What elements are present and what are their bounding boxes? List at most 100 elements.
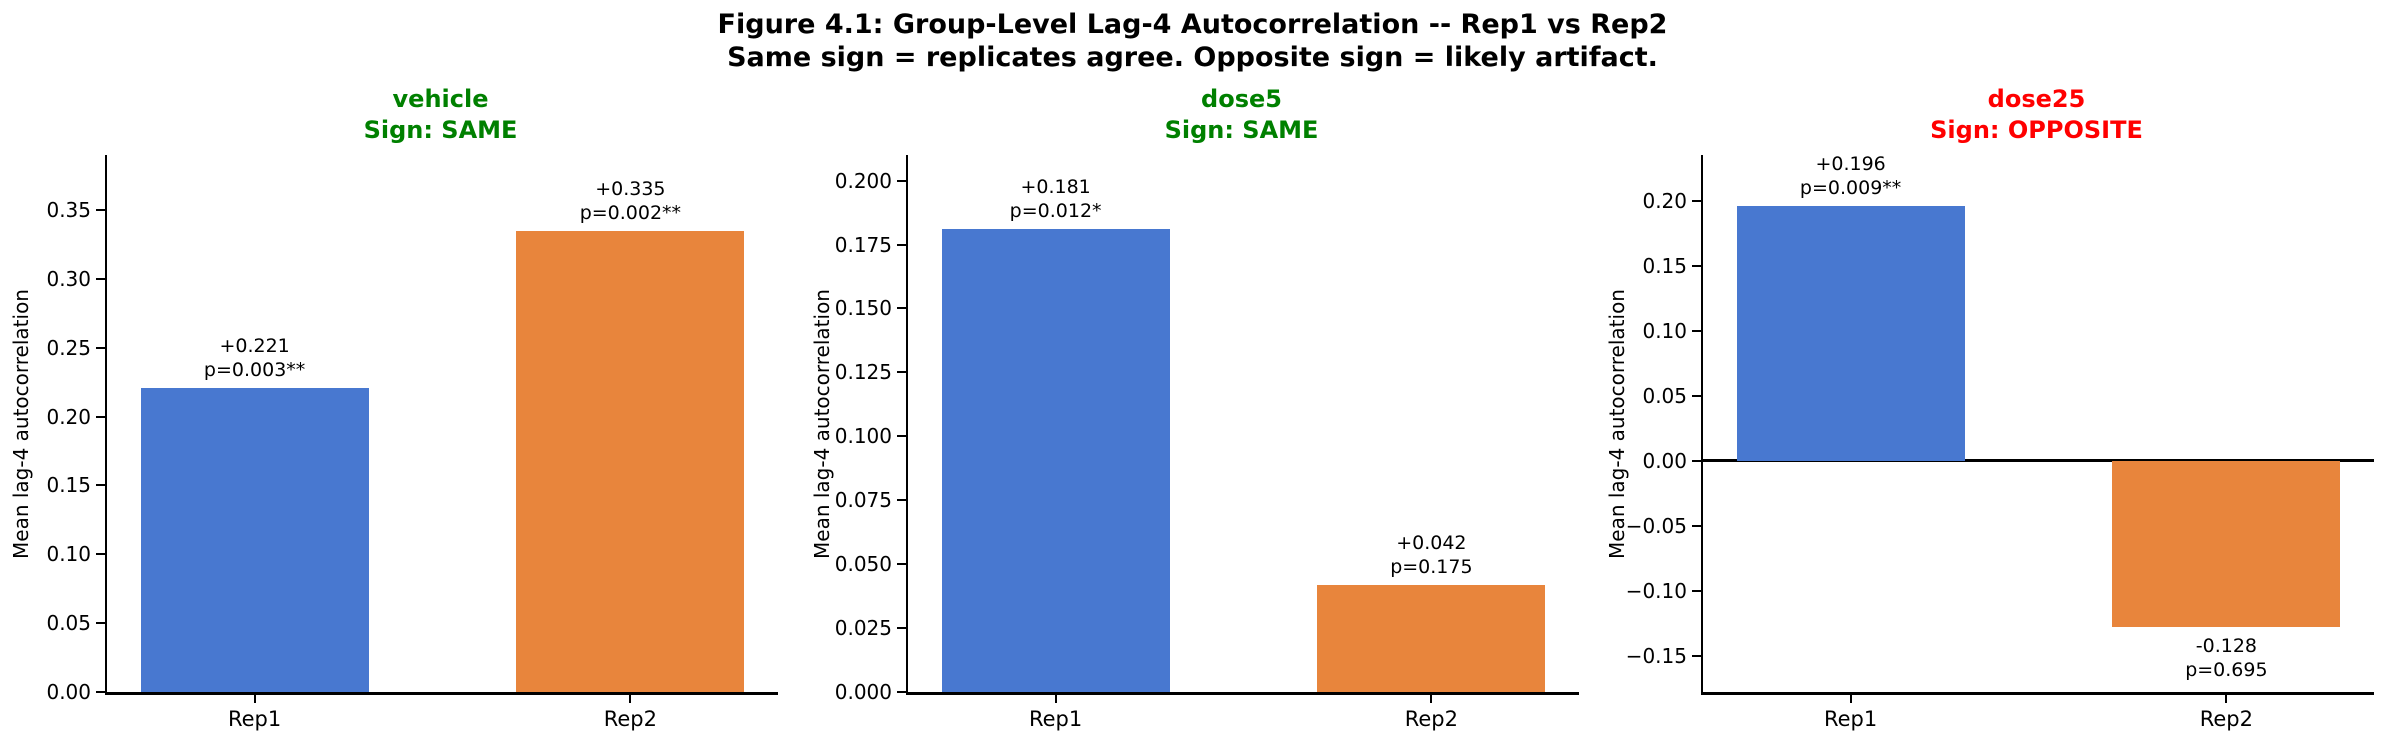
- y-tick-mark: [1692, 524, 1701, 527]
- bar-rep1: [1736, 206, 1965, 461]
- y-tick-mark: [897, 627, 906, 630]
- x-tick-mark: [1054, 695, 1057, 703]
- y-tick-mark: [897, 371, 906, 374]
- y-tick-label: 0.35: [46, 198, 91, 223]
- axes-dose25: Mean lag-4 autocorrelation −0.15 −0.10 −0.0…: [1605, 152, 2374, 731]
- bar-value-label: +0.042: [1396, 531, 1467, 554]
- y-tick-mark: [1692, 394, 1701, 397]
- y-tick-label: 0.050: [834, 552, 892, 577]
- x-tick-label: Rep1: [227, 707, 282, 731]
- y-tick-label: 0.125: [834, 360, 892, 385]
- axes-dose5: Mean lag-4 autocorrelation 0.000 0.025 0.05…: [810, 155, 1579, 731]
- bar-rep1: [140, 387, 369, 692]
- y-tick-mark: [96, 484, 105, 487]
- y-tick-mark: [1692, 265, 1701, 268]
- x-tick-mark: [1430, 695, 1433, 703]
- panel-title-block-dose5: dose5 Sign: SAME: [906, 84, 1577, 146]
- bar-pvalue-label: p=0.012*: [1009, 200, 1102, 223]
- bar-annotation: +0.196 p=0.009**: [1800, 152, 1901, 200]
- y-tick-label: 0.200: [834, 168, 892, 193]
- bar-value-label: +0.335: [595, 177, 666, 200]
- y-tick-label: 0.15: [1642, 254, 1687, 279]
- figure-title-block: Figure 4.1: Group-Level Lag-4 Autocorrel…: [0, 8, 2385, 74]
- bar-annotation: +0.181 p=0.012*: [1010, 175, 1102, 223]
- y-tick-label: −0.15: [1625, 643, 1687, 668]
- y-tick-label: 0.05: [1642, 383, 1687, 408]
- y-tick-mark: [897, 179, 906, 182]
- y-tick-mark: [897, 563, 906, 566]
- panel-title: vehicle: [392, 85, 489, 113]
- y-tick-mark: [1692, 654, 1701, 657]
- x-tick-label: Rep1: [1823, 707, 1878, 731]
- y-axis-label: Mean lag-4 autocorrelation: [9, 288, 33, 559]
- x-tick-label: Rep1: [1028, 707, 1083, 731]
- y-tick-label: 0.000: [834, 680, 892, 704]
- bar-value-label: +0.221: [219, 334, 290, 357]
- y-tick-mark: [96, 415, 105, 418]
- y-tick-label: 0.05: [46, 611, 91, 636]
- y-tick-mark: [96, 346, 105, 349]
- y-tick-mark: [1692, 459, 1701, 462]
- bar-pvalue-label: p=0.695: [2185, 659, 2268, 682]
- y-tick-mark: [897, 307, 906, 310]
- bar-annotation: +0.042 p=0.175: [1390, 531, 1472, 579]
- y-tick-mark: [96, 209, 105, 212]
- y-tick-label: 0.25: [46, 335, 91, 360]
- x-tick-label: Rep2: [1404, 707, 1459, 731]
- y-tick-label: 0.10: [46, 542, 91, 567]
- panel-title-block-vehicle: vehicle Sign: SAME: [105, 84, 776, 146]
- y-tick-label: 0.20: [46, 404, 91, 429]
- y-axis-label: Mean lag-4 autocorrelation: [810, 288, 834, 559]
- panel-title: dose25: [1987, 85, 2086, 113]
- axes-vehicle: Mean lag-4 autocorrelation 0.00 0.05 0.10 0.…: [9, 155, 778, 731]
- bar-value-label: +0.181: [1020, 176, 1091, 199]
- bar-value-label: -0.128: [2195, 635, 2257, 658]
- panel-title: dose5: [1201, 85, 1282, 113]
- y-tick-mark: [897, 435, 906, 438]
- bar-pvalue-label: p=0.175: [1390, 555, 1473, 578]
- y-tick-mark: [897, 243, 906, 246]
- x-tick-mark: [1849, 695, 1852, 703]
- panel-sign-label: Sign: OPPOSITE: [1930, 116, 2143, 144]
- y-tick-label: −0.05: [1625, 513, 1687, 538]
- x-tick-mark: [629, 695, 632, 703]
- bar-rep2: [2112, 460, 2341, 628]
- y-tick-label: 0.100: [834, 424, 892, 449]
- bar-annotation: +0.221 p=0.003**: [204, 334, 305, 382]
- y-tick-mark: [96, 553, 105, 556]
- y-tick-mark: [1692, 589, 1701, 592]
- x-tick-label: Rep2: [2199, 707, 2254, 731]
- bar-pvalue-label: p=0.003**: [203, 358, 306, 381]
- y-tick-label: 0.10: [1642, 318, 1687, 343]
- figure-subtitle: Same sign = replicates agree. Opposite s…: [727, 42, 1658, 73]
- bar-rep1: [941, 229, 1170, 692]
- y-tick-mark: [1692, 329, 1701, 332]
- panel-title-block-dose25: dose25 Sign: OPPOSITE: [1701, 84, 2372, 146]
- bar-pvalue-label: p=0.002**: [579, 201, 682, 224]
- y-tick-label: 0.150: [834, 296, 892, 321]
- y-tick-mark: [96, 277, 105, 280]
- y-tick-label: 0.30: [46, 266, 91, 291]
- bar-rep2: [516, 230, 745, 692]
- y-tick-label: −0.10: [1625, 578, 1687, 603]
- y-tick-label: 0.15: [46, 473, 91, 498]
- panel-sign-label: Sign: SAME: [1164, 116, 1319, 144]
- x-tick-label: Rep2: [603, 707, 658, 731]
- bar-annotation: -0.128 p=0.695: [2185, 634, 2267, 682]
- bar-annotation: +0.335 p=0.002**: [580, 177, 681, 225]
- bar-value-label: +0.196: [1815, 153, 1886, 176]
- y-tick-mark: [96, 691, 105, 693]
- panel-sign-label: Sign: SAME: [363, 116, 518, 144]
- figure-title: Figure 4.1: Group-Level Lag-4 Autocorrel…: [717, 9, 1668, 40]
- y-tick-label: 0.00: [1642, 448, 1687, 473]
- y-tick-label: 0.20: [1642, 189, 1687, 214]
- zero-line: [1703, 459, 2374, 463]
- y-tick-mark: [897, 691, 906, 693]
- x-tick-mark: [253, 695, 256, 703]
- y-tick-mark: [96, 622, 105, 625]
- y-tick-label: 0.00: [46, 680, 91, 704]
- y-tick-label: 0.175: [834, 232, 892, 257]
- y-tick-mark: [897, 499, 906, 502]
- bar-pvalue-label: p=0.009**: [1799, 177, 1902, 200]
